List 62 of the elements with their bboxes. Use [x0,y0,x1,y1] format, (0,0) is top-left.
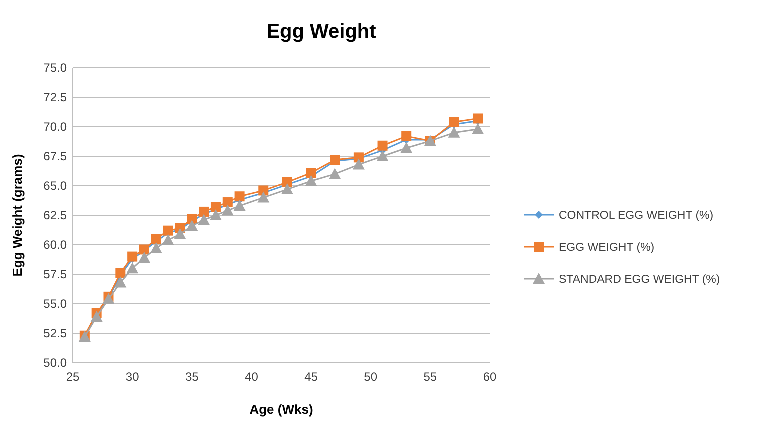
y-tick-label: 75.0 [44,61,68,75]
point [187,214,198,224]
point [306,168,316,178]
y-tick-label: 55.0 [44,297,68,311]
x-tick-label: 45 [304,370,318,384]
x-tick-label: 35 [185,370,200,384]
point [150,242,162,254]
y-axis-title: Egg Weight (grams) [10,154,25,277]
point [116,268,126,278]
point [90,310,103,322]
y-tick-label: 70.0 [44,120,68,134]
legend-label: CONTROL EGG WEIGHT (%) [559,210,714,222]
x-tick-label: 30 [126,370,140,384]
point [234,192,245,202]
legend-label: STANDARD EGG WEIGHT (%) [559,274,720,286]
point [305,175,318,186]
point [138,252,150,263]
y-tick-label: 62.5 [44,208,68,222]
point [376,150,389,162]
y-tick-label: 65.0 [44,179,68,193]
point [174,228,186,240]
point [162,234,174,246]
x-tick-label: 60 [483,370,497,384]
point [210,202,221,212]
point [449,117,460,128]
y-tick-label: 72.5 [44,90,68,104]
point [329,168,342,180]
point [151,234,162,244]
point [186,220,198,232]
point [199,206,210,217]
point [281,184,294,195]
point [378,140,388,151]
y-tick-label: 50.0 [44,356,68,370]
x-tick-label: 40 [245,370,259,384]
y-tick-label: 52.5 [44,326,68,340]
point [473,114,484,124]
y-tick-label: 60.0 [44,238,68,252]
point [198,214,210,226]
y-tick-label: 57.5 [44,268,68,282]
x-tick-label: 50 [364,370,378,384]
point [472,123,484,134]
point [234,200,246,212]
chart-title: Egg Weight [266,21,377,43]
point [222,204,234,216]
x-tick-label: 25 [66,370,80,384]
point [258,186,269,196]
point [114,276,127,288]
y-tick-label: 67.5 [44,150,68,164]
point [352,158,365,170]
point [128,252,138,262]
x-tick-label: 55 [424,370,438,384]
point [258,192,270,203]
point [163,226,174,236]
point [126,262,139,274]
point [222,198,233,208]
point [402,131,412,142]
point [448,126,460,138]
point [210,210,222,220]
x-axis-title: Age (Wks) [250,402,314,417]
legend-label: EGG WEIGHT (%) [559,242,655,254]
point [400,142,413,154]
point [282,177,292,188]
